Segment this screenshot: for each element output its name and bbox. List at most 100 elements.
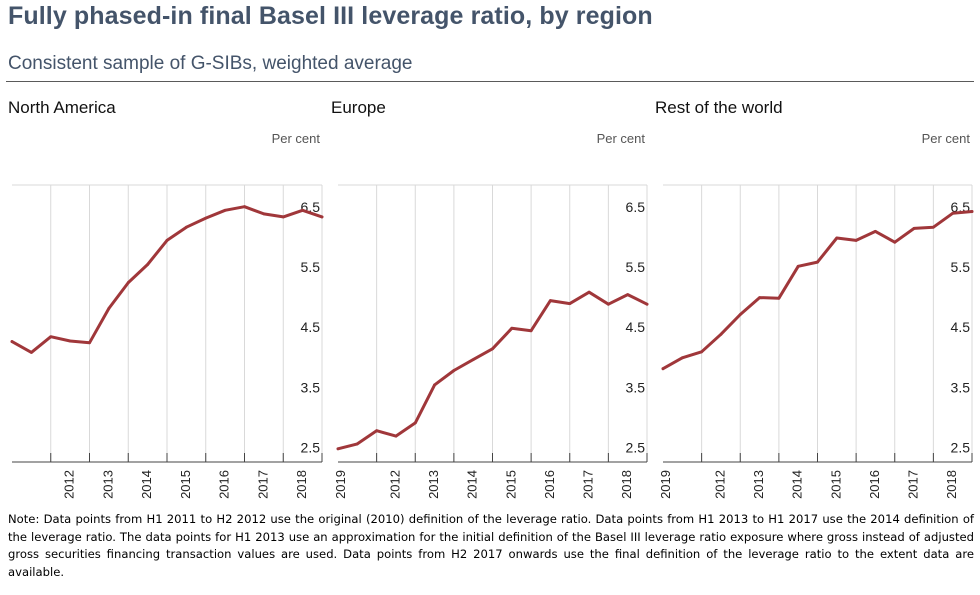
- data-point: [796, 264, 800, 268]
- x-tick-label-2017: 2017: [255, 470, 270, 499]
- x-tick-label-2013: 2013: [751, 470, 766, 499]
- y-tick-label-4.5: 4.5: [626, 319, 646, 335]
- title-divider: [6, 81, 974, 82]
- unit-label-north-america: Per cent: [271, 131, 320, 146]
- y-tick-label-5.5: 5.5: [626, 259, 646, 275]
- data-point: [165, 239, 169, 242]
- data-point: [719, 332, 723, 336]
- data-point: [491, 347, 494, 351]
- y-tick-label-5.5: 5.5: [301, 259, 321, 275]
- data-point: [606, 302, 610, 306]
- y-tick-label-2.5: 2.5: [626, 440, 646, 456]
- data-point: [931, 225, 935, 229]
- data-point: [835, 236, 839, 240]
- footnote: Note: Data points from H1 2011 to H2 201…: [8, 512, 974, 579]
- data-point: [107, 307, 111, 310]
- data-point: [738, 313, 742, 316]
- data-point: [510, 326, 514, 330]
- x-tick-label-2013: 2013: [100, 470, 115, 499]
- x-tick-label-2014: 2014: [139, 470, 154, 499]
- x-tick-label-2015: 2015: [828, 470, 843, 499]
- y-tick-label-3.5: 3.5: [626, 379, 646, 395]
- data-point: [529, 329, 533, 333]
- data-point: [568, 302, 572, 306]
- data-point: [816, 260, 819, 264]
- data-point: [951, 211, 955, 215]
- data-point: [301, 208, 305, 212]
- data-point: [320, 215, 324, 219]
- x-tick-label-2012: 2012: [62, 470, 77, 499]
- data-point: [700, 350, 704, 354]
- panel-title-europe: Europe: [331, 98, 386, 117]
- x-tick-label-2013: 2013: [426, 470, 441, 499]
- data-point: [645, 302, 649, 306]
- data-point: [49, 335, 53, 339]
- panel-europe: 2012 2013 2014 2015 2016 2017 2018 2019 6.5 5.5 4.…: [336, 184, 673, 499]
- data-point: [184, 225, 188, 229]
- y-tick-label-3.5: 3.5: [301, 379, 321, 395]
- chart-title: Fully phased-in final Basel III leverage…: [8, 2, 653, 30]
- panel-north-america: 2012 2013 2014 2015 2016 2017 2018 20196.55.54.…: [10, 184, 348, 499]
- data-point: [394, 434, 398, 438]
- data-point: [126, 281, 130, 284]
- chart-subtitle: Consistent sample of G-SIBs, weighted av…: [8, 53, 413, 74]
- panel-rest-of-world: 201220132014201520162017201820196.55.54.…: [661, 184, 974, 499]
- y-tick-label-4.5: 4.5: [951, 319, 971, 335]
- unit-label-rest-of-world: Per cent: [921, 131, 970, 146]
- y-tick-label-6.5: 6.5: [626, 199, 646, 215]
- x-tick-label-2018: 2018: [294, 470, 309, 499]
- x-tick-label-2015: 2015: [503, 470, 518, 499]
- data-point: [29, 351, 33, 354]
- y-tick-label-3.5: 3.5: [951, 379, 971, 395]
- data-point: [243, 205, 246, 209]
- x-tick-label-2015: 2015: [178, 470, 193, 499]
- x-tick-label-2012: 2012: [712, 470, 727, 499]
- x-tick-label-2012: 2012: [387, 470, 402, 499]
- y-tick-label-2.5: 2.5: [301, 440, 321, 456]
- panel-title-north-america: North America: [8, 98, 116, 117]
- x-tick-label-2016: 2016: [217, 470, 232, 499]
- x-tick-label-2017: 2017: [906, 470, 921, 499]
- x-tick-label-2019: 2019: [658, 470, 673, 499]
- x-tick-label-2017: 2017: [581, 470, 596, 499]
- data-point: [912, 226, 916, 230]
- x-tick-label-2018: 2018: [619, 470, 634, 499]
- unit-label-europe: Per cent: [596, 131, 645, 146]
- x-tick-label-2016: 2016: [867, 470, 882, 499]
- data-point: [549, 299, 552, 303]
- data-point: [777, 296, 781, 300]
- x-tick-label-2014: 2014: [790, 470, 805, 499]
- y-tick-label-2.5: 2.5: [951, 440, 971, 456]
- data-point: [88, 341, 91, 345]
- data-point: [893, 240, 897, 244]
- y-tick-label-4.5: 4.5: [301, 319, 321, 335]
- x-tick-label-2016: 2016: [542, 470, 557, 499]
- data-point: [758, 296, 761, 300]
- data-point: [471, 358, 475, 362]
- data-point: [204, 216, 208, 220]
- x-tick-label-2018: 2018: [944, 470, 959, 499]
- data-point: [452, 369, 456, 372]
- data-point: [336, 447, 340, 451]
- data-point: [413, 421, 417, 425]
- data-point: [626, 293, 630, 296]
- data-point: [970, 210, 974, 213]
- data-point: [680, 356, 684, 360]
- x-tick-label-2014: 2014: [465, 470, 480, 499]
- data-point: [661, 367, 665, 371]
- data-point: [874, 229, 877, 233]
- data-point: [262, 212, 266, 216]
- data-point: [281, 215, 285, 219]
- y-tick-label-5.5: 5.5: [951, 259, 971, 275]
- panel-title-rest-of-world: Rest of the world: [655, 98, 783, 117]
- data-point: [375, 429, 379, 433]
- data-point: [854, 239, 858, 242]
- data-point: [433, 383, 436, 387]
- data-point: [355, 442, 359, 446]
- leverage-ratio-charts: 2012 2013 2014 2015 2016 2017 2018 2019 6.5 5.5 4.…: [10, 184, 974, 499]
- data-point: [587, 290, 591, 294]
- data-point: [10, 340, 14, 343]
- data-point: [223, 208, 227, 212]
- data-point: [146, 263, 150, 266]
- x-tick-label-2019: 2019: [333, 470, 348, 499]
